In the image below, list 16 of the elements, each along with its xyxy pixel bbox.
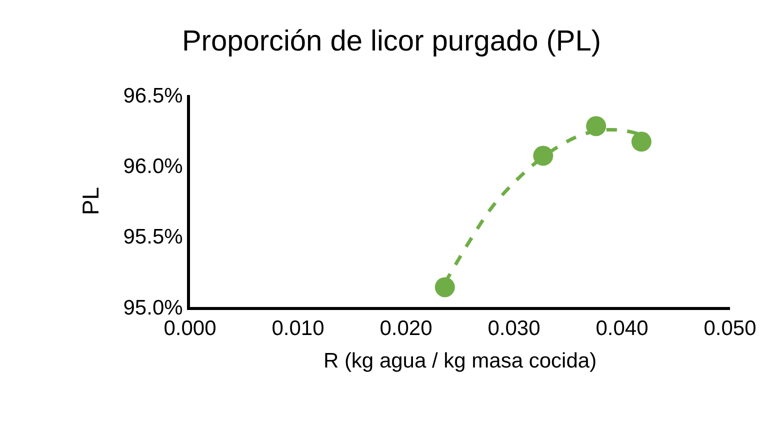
x-tick-label: 0.000 [164,317,216,340]
y-tick-label: 95.5% [123,226,183,249]
point [631,132,652,152]
x-axis-title: R (kg agua / kg masa cocida) [323,349,597,372]
chart-title: Proporción de licor purgado (PL) [182,26,602,58]
x-tick-label: 0.020 [380,317,432,340]
x-tick-label: 0.040 [596,317,648,340]
x-tick-label: 0.030 [488,317,540,340]
point [586,116,606,136]
x-tick-label: 0.050 [704,317,756,340]
y-tick-label: 96.5% [123,84,183,108]
y-axis-title: PL [78,186,104,216]
y-tick-label: 96.0% [123,155,183,178]
y-tick-label: 95.0% [123,296,183,320]
x-tick-label: 0.010 [272,317,324,340]
point [434,277,455,298]
